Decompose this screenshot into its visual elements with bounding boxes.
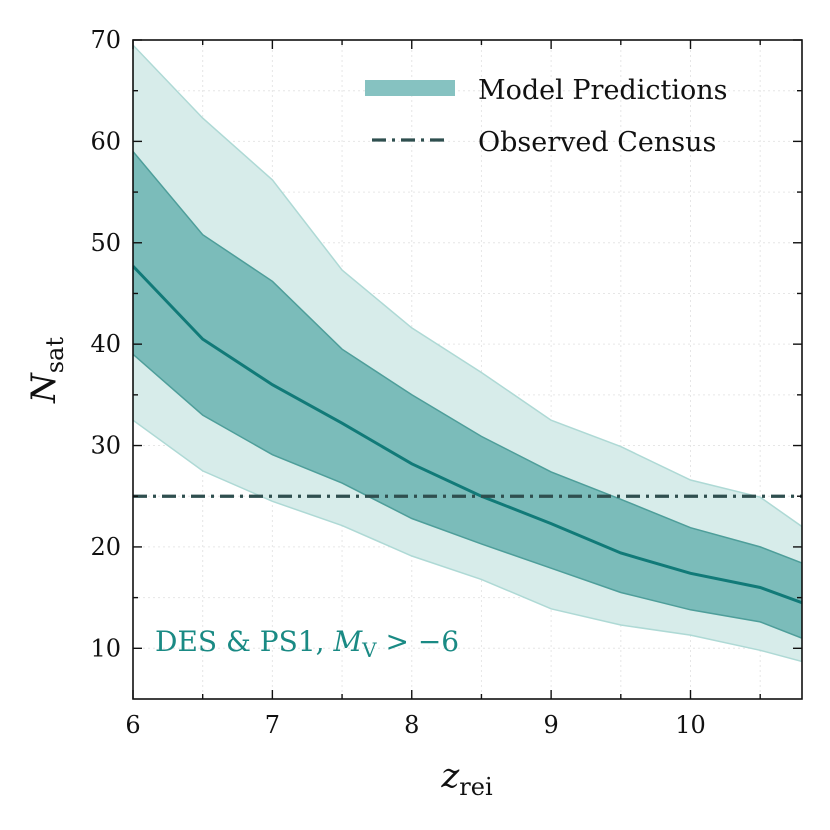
survey-annotation: DES & PS1, MV > −6 [155,625,459,662]
ticks [132,39,802,699]
y-tick-label: 20 [90,533,121,561]
x-tick-label: 10 [675,711,706,739]
y-tick-label: 70 [90,26,121,54]
x-tick-label: 9 [543,711,558,739]
y-tick-label: 50 [90,229,121,257]
legend-swatch-band [365,80,455,96]
inner-prediction-band [133,150,802,640]
plot-frame [132,39,803,700]
x-tick-label: 8 [404,711,419,739]
y-tick-label: 40 [90,330,121,358]
x-tick-label: 7 [265,711,280,739]
legend: Model Predictions Observed Census [365,75,727,158]
x-tick-label: 6 [125,711,140,739]
x-axis-label: zrei [440,756,493,801]
y-tick-label: 30 [90,432,121,460]
y-tick-label: 60 [90,127,121,155]
legend-label-census: Observed Census [478,127,716,158]
legend-label-model: Model Predictions [478,75,727,106]
y-tick-labels: 10 20 30 40 50 60 70 [90,26,121,662]
y-axis-label: Nsat [24,337,69,404]
y-tick-label: 10 [90,634,121,662]
x-tick-labels: 6 7 8 9 10 [125,711,705,739]
